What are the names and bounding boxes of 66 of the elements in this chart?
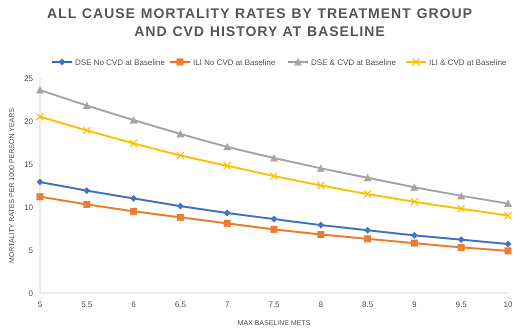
point — [270, 172, 278, 180]
chart-title: ALL CAUSE MORTALITY RATES BY TREATMENT GROUP AND CVD HISTORY AT BASELINE — [47, 5, 473, 39]
x-tick-label: 8.5 — [362, 300, 374, 309]
point — [82, 102, 91, 110]
x-tick-label: 8 — [318, 300, 324, 309]
x-tick-label: 9 — [412, 300, 418, 309]
point — [82, 126, 91, 135]
point — [364, 235, 372, 242]
point — [316, 181, 325, 190]
point — [176, 214, 184, 221]
legend-label: ILI & CVD at Baseline — [429, 58, 507, 67]
point — [36, 86, 44, 94]
y-tick-label: 15 — [24, 160, 34, 169]
point — [410, 183, 418, 191]
point — [317, 231, 324, 238]
y-tick-label: 25 — [24, 74, 34, 83]
point — [224, 210, 231, 217]
point — [270, 154, 278, 162]
point — [36, 193, 44, 200]
point — [504, 211, 512, 220]
x-tick-label: 5.5 — [81, 300, 93, 309]
point — [458, 244, 465, 251]
x-tick-label: 6.5 — [174, 300, 187, 309]
x-tick-label: 7.5 — [268, 300, 280, 309]
point — [176, 202, 184, 210]
point — [36, 178, 44, 186]
legend-label: DSE No CVD at Baseline — [75, 58, 166, 67]
y-tick-label: 20 — [24, 117, 34, 126]
point — [364, 174, 372, 182]
point — [504, 200, 512, 208]
point — [504, 247, 512, 254]
legend-label: DSE & CVD at Baseline — [311, 58, 396, 67]
x-tick-label: 7 — [224, 300, 230, 309]
point — [223, 162, 232, 170]
x-tick-label: 6 — [131, 300, 136, 309]
point — [130, 116, 138, 124]
point — [270, 226, 278, 233]
point — [316, 164, 325, 172]
point — [129, 139, 138, 148]
point — [504, 240, 512, 248]
point — [363, 190, 372, 198]
point — [36, 112, 44, 121]
point — [410, 240, 418, 247]
legend-label: ILI No CVD at Baseline — [193, 58, 276, 67]
point — [83, 200, 90, 208]
x-tick-label: 5 — [38, 300, 43, 309]
point — [364, 226, 372, 234]
point — [458, 236, 465, 244]
point — [223, 142, 232, 150]
point — [176, 151, 185, 160]
point — [130, 208, 138, 215]
x-tick-label: 10 — [504, 300, 513, 309]
point — [83, 187, 90, 194]
y-tick-label: 0 — [28, 289, 34, 298]
point — [410, 198, 419, 206]
point — [457, 192, 466, 200]
x-tick-label: 9.5 — [456, 300, 468, 309]
y-tick-label: 5 — [28, 246, 34, 255]
point — [317, 222, 324, 229]
point — [410, 232, 418, 239]
point — [270, 216, 278, 223]
y-tick-label: 10 — [24, 203, 34, 212]
point — [457, 204, 466, 213]
point — [130, 194, 138, 202]
point — [176, 130, 184, 138]
point — [224, 220, 231, 227]
